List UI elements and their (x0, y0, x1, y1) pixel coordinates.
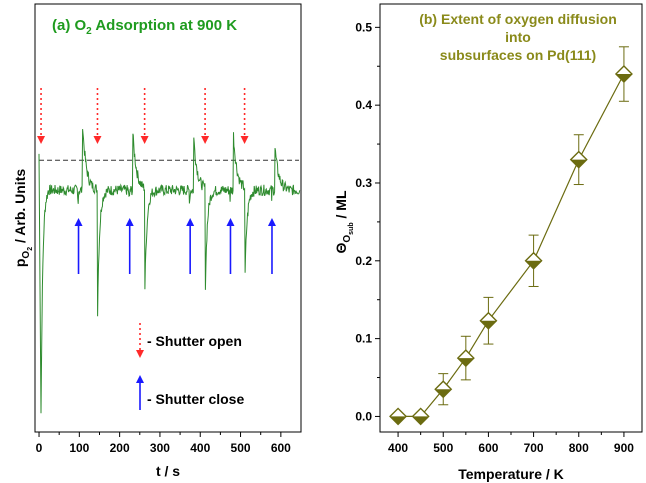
panel-b-y-ticks: 0.0 0.1 0.2 0.3 0.4 0.5 (355, 20, 380, 423)
shutter-open-arrow-head (140, 136, 149, 144)
panel-a-x-tick-label: 600 (271, 441, 291, 455)
panel-b-data-point-fill (480, 320, 497, 329)
panel-b-ylabel-rest: / ML (333, 190, 349, 222)
panel-b-ylabel-subsub: sub (348, 222, 355, 234)
panel-b-y-tick-label: 0.2 (355, 254, 372, 268)
shutter-close-arrow-head (74, 218, 83, 226)
panel-b-data-point-fill (435, 389, 452, 398)
panel-a-adsorption: (a) O2 Adsorption at 900 K 0 100 200 300 400… (12, 3, 302, 479)
panel-b-x-tick-label: 400 (388, 441, 408, 455)
panel-a-ylabel-rest: / Arb. Units (12, 169, 28, 247)
shutter-close-arrow-head (226, 218, 235, 226)
legend-open-label: - Shutter open (147, 333, 242, 349)
shutter-open-arrow-head (37, 136, 46, 144)
panel-b-data-points (389, 65, 633, 426)
shutter-close-arrow-head (125, 218, 134, 226)
panel-b-y-tick-label: 0.1 (355, 332, 372, 346)
panel-b-x-tick-label: 900 (614, 441, 634, 455)
shutter-open-arrow-head (201, 136, 210, 144)
panel-a-x-tick-label: 500 (231, 441, 251, 455)
panel-b-data-point-fill (412, 416, 429, 425)
panel-b-y-tick-label: 0.4 (355, 98, 372, 112)
panel-a-x-tick-label: 200 (110, 441, 130, 455)
panel-b-x-tick-label: 700 (524, 441, 544, 455)
panel-b-diffusion: (b) Extent of oxygen diffusion into subs… (333, 3, 643, 482)
panel-b-data-point-fill (615, 74, 632, 83)
shutter-open-arrow-head (240, 136, 249, 144)
panel-b-title-line-1: (b) Extent of oxygen diffusion (419, 11, 617, 27)
panel-a-pressure-trace (38, 129, 301, 414)
legend-close-arrow-head (136, 375, 144, 383)
legend-open-arrow-head (136, 350, 144, 358)
panel-a-frame (34, 3, 302, 433)
panel-b-y-tick-label: 0.5 (355, 20, 372, 34)
panel-b-title-line-2: into (505, 29, 531, 45)
shutter-open-arrow-head (93, 136, 102, 144)
shutter-close-arrow-head (267, 218, 276, 226)
panel-b-x-tick-label: 800 (569, 441, 589, 455)
panel-a-legend: - Shutter open - Shutter close (136, 323, 244, 410)
panel-a-title: (a) O2 Adsorption at 900 K (52, 17, 237, 37)
legend-close-label: - Shutter close (147, 391, 244, 407)
panel-a-ylabel-subsub: 2 (27, 247, 34, 251)
panel-b-data-point-fill (457, 358, 474, 367)
panel-b-x-tick-label: 500 (433, 441, 453, 455)
panel-b-y-axis-label: ΘOsub / ML (333, 190, 355, 253)
panel-b-x-tick-label: 600 (478, 441, 498, 455)
panel-a-x-ticks: 0 100 200 300 400 500 600 (36, 432, 291, 455)
panel-b-series-line (398, 73, 625, 417)
panel-a-ylabel-main: p (12, 259, 28, 268)
panel-a-y-axis-label: pO2 / Arb. Units (12, 169, 34, 268)
panel-a-x-axis-label: t / s (156, 463, 180, 479)
panel-a-shutter-arrows (37, 88, 276, 274)
panel-a-x-tick-label: 400 (190, 441, 210, 455)
panel-b-y-tick-label: 0.3 (355, 176, 372, 190)
panel-a-x-tick-label: 100 (69, 441, 89, 455)
shutter-close-arrow-head (186, 218, 195, 226)
panel-a-x-tick-label: 0 (36, 441, 43, 455)
panel-b-data-point-fill (390, 416, 407, 425)
panel-b-frame (379, 3, 643, 433)
panel-b-x-ticks: 400 500 600 700 800 900 (388, 432, 634, 455)
panel-b-data-point-fill (525, 260, 542, 269)
panel-b-y-tick-label: 0.0 (355, 409, 372, 423)
panel-b-data-point-fill (570, 159, 587, 168)
panel-b-ylabel-sub: O (342, 235, 353, 243)
panel-b-x-axis-label: Temperature / K (458, 466, 564, 482)
panel-b-ylabel-main: Θ (333, 243, 349, 254)
panel-b-title-line-3: subsurfaces on Pd(111) (440, 47, 596, 63)
panel-a-ylabel-sub: O (21, 251, 32, 259)
panel-a-title-rest: Adsorption at 900 K (92, 17, 237, 34)
panel-a-x-tick-label: 300 (150, 441, 170, 455)
panel-a-title-sub: 2 (86, 26, 92, 37)
panel-a-title-main: (a) O (52, 17, 87, 34)
